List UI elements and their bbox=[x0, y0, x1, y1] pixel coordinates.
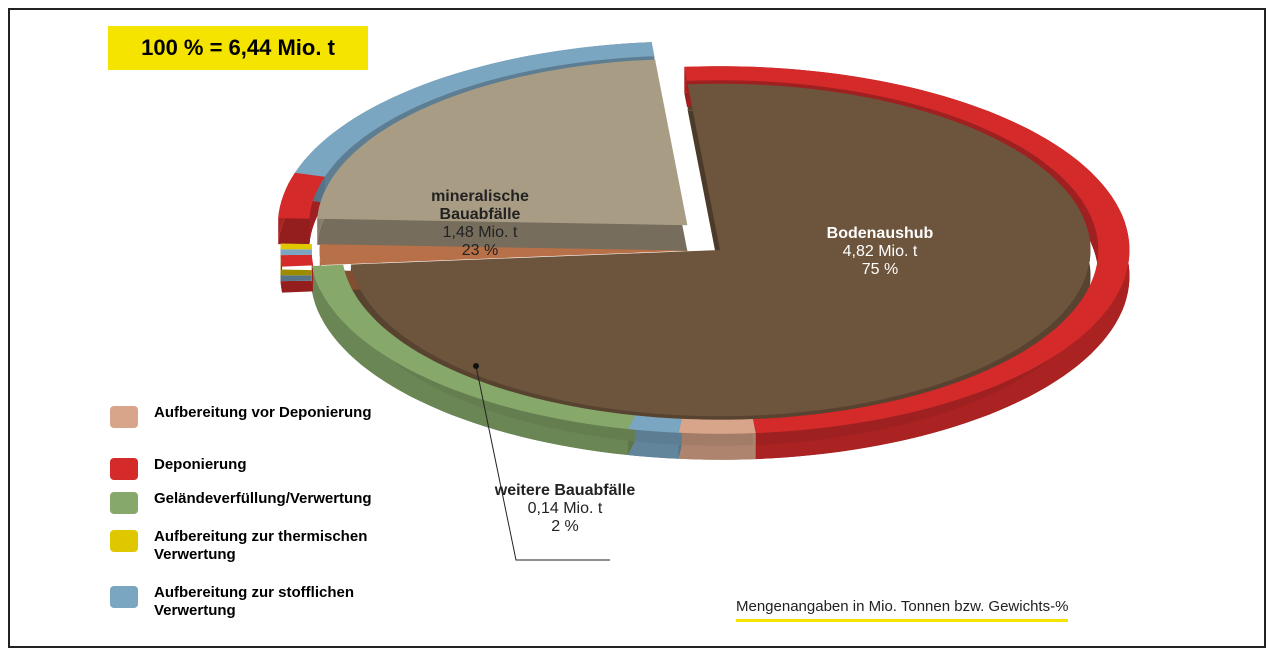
legend-entry: Geländeverfüllung/Verwertung bbox=[110, 490, 384, 508]
chart-title: 100 % = 6,44 Mio. t bbox=[108, 26, 368, 70]
ring-segment bbox=[281, 255, 314, 267]
legend-swatch bbox=[110, 586, 138, 608]
slice-amount: 0,14 Mio. t bbox=[475, 500, 655, 518]
ring-segment-bottom bbox=[281, 281, 314, 293]
legend-swatch bbox=[110, 492, 138, 514]
legend-label: Geländeverfüllung/Verwertung bbox=[154, 490, 384, 508]
legend-label: Aufbereitung vor Deponierung bbox=[154, 404, 384, 422]
note: Mengenangaben in Mio. Tonnen bzw. Gewich… bbox=[736, 598, 1068, 622]
page: 100 % = 6,44 Mio. t Mengenangaben in Mio… bbox=[0, 0, 1276, 630]
slice-value: 75 % bbox=[790, 261, 970, 279]
slice-name: mineralische Bauabfälle bbox=[390, 188, 570, 224]
slice-value: 2 % bbox=[475, 518, 655, 536]
slice-value: 23 % bbox=[390, 242, 570, 260]
ring-segment-bottom bbox=[281, 270, 313, 276]
ring-segment bbox=[281, 244, 313, 250]
legend-entry: Aufbereitung zur thermischen Verwertung bbox=[110, 528, 384, 564]
leader-dot bbox=[473, 363, 479, 369]
legend-entry: Aufbereitung zur stofflichen Verwertung bbox=[110, 584, 384, 620]
slice-name: Bodenaushub bbox=[790, 225, 970, 243]
slice-amount: 1,48 Mio. t bbox=[390, 224, 570, 242]
ring-segment bbox=[281, 249, 312, 255]
legend-entry: Aufbereitung vor Deponierung bbox=[110, 404, 384, 422]
ring-segment-bottom bbox=[281, 275, 312, 281]
slice-amount: 4,82 Mio. t bbox=[790, 243, 970, 261]
legend-label: Aufbereitung zur stofflichen Verwertung bbox=[154, 584, 384, 620]
legend-swatch bbox=[110, 530, 138, 552]
ring-segment bbox=[679, 419, 756, 434]
legend-swatch bbox=[110, 406, 138, 428]
legend-entry: Deponierung bbox=[110, 456, 384, 474]
legend-label: Aufbereitung zur thermischen Verwertung bbox=[154, 528, 384, 564]
legend-swatch bbox=[110, 458, 138, 480]
slice-name: weitere Bauabfälle bbox=[475, 482, 655, 500]
legend-label: Deponierung bbox=[154, 456, 384, 474]
